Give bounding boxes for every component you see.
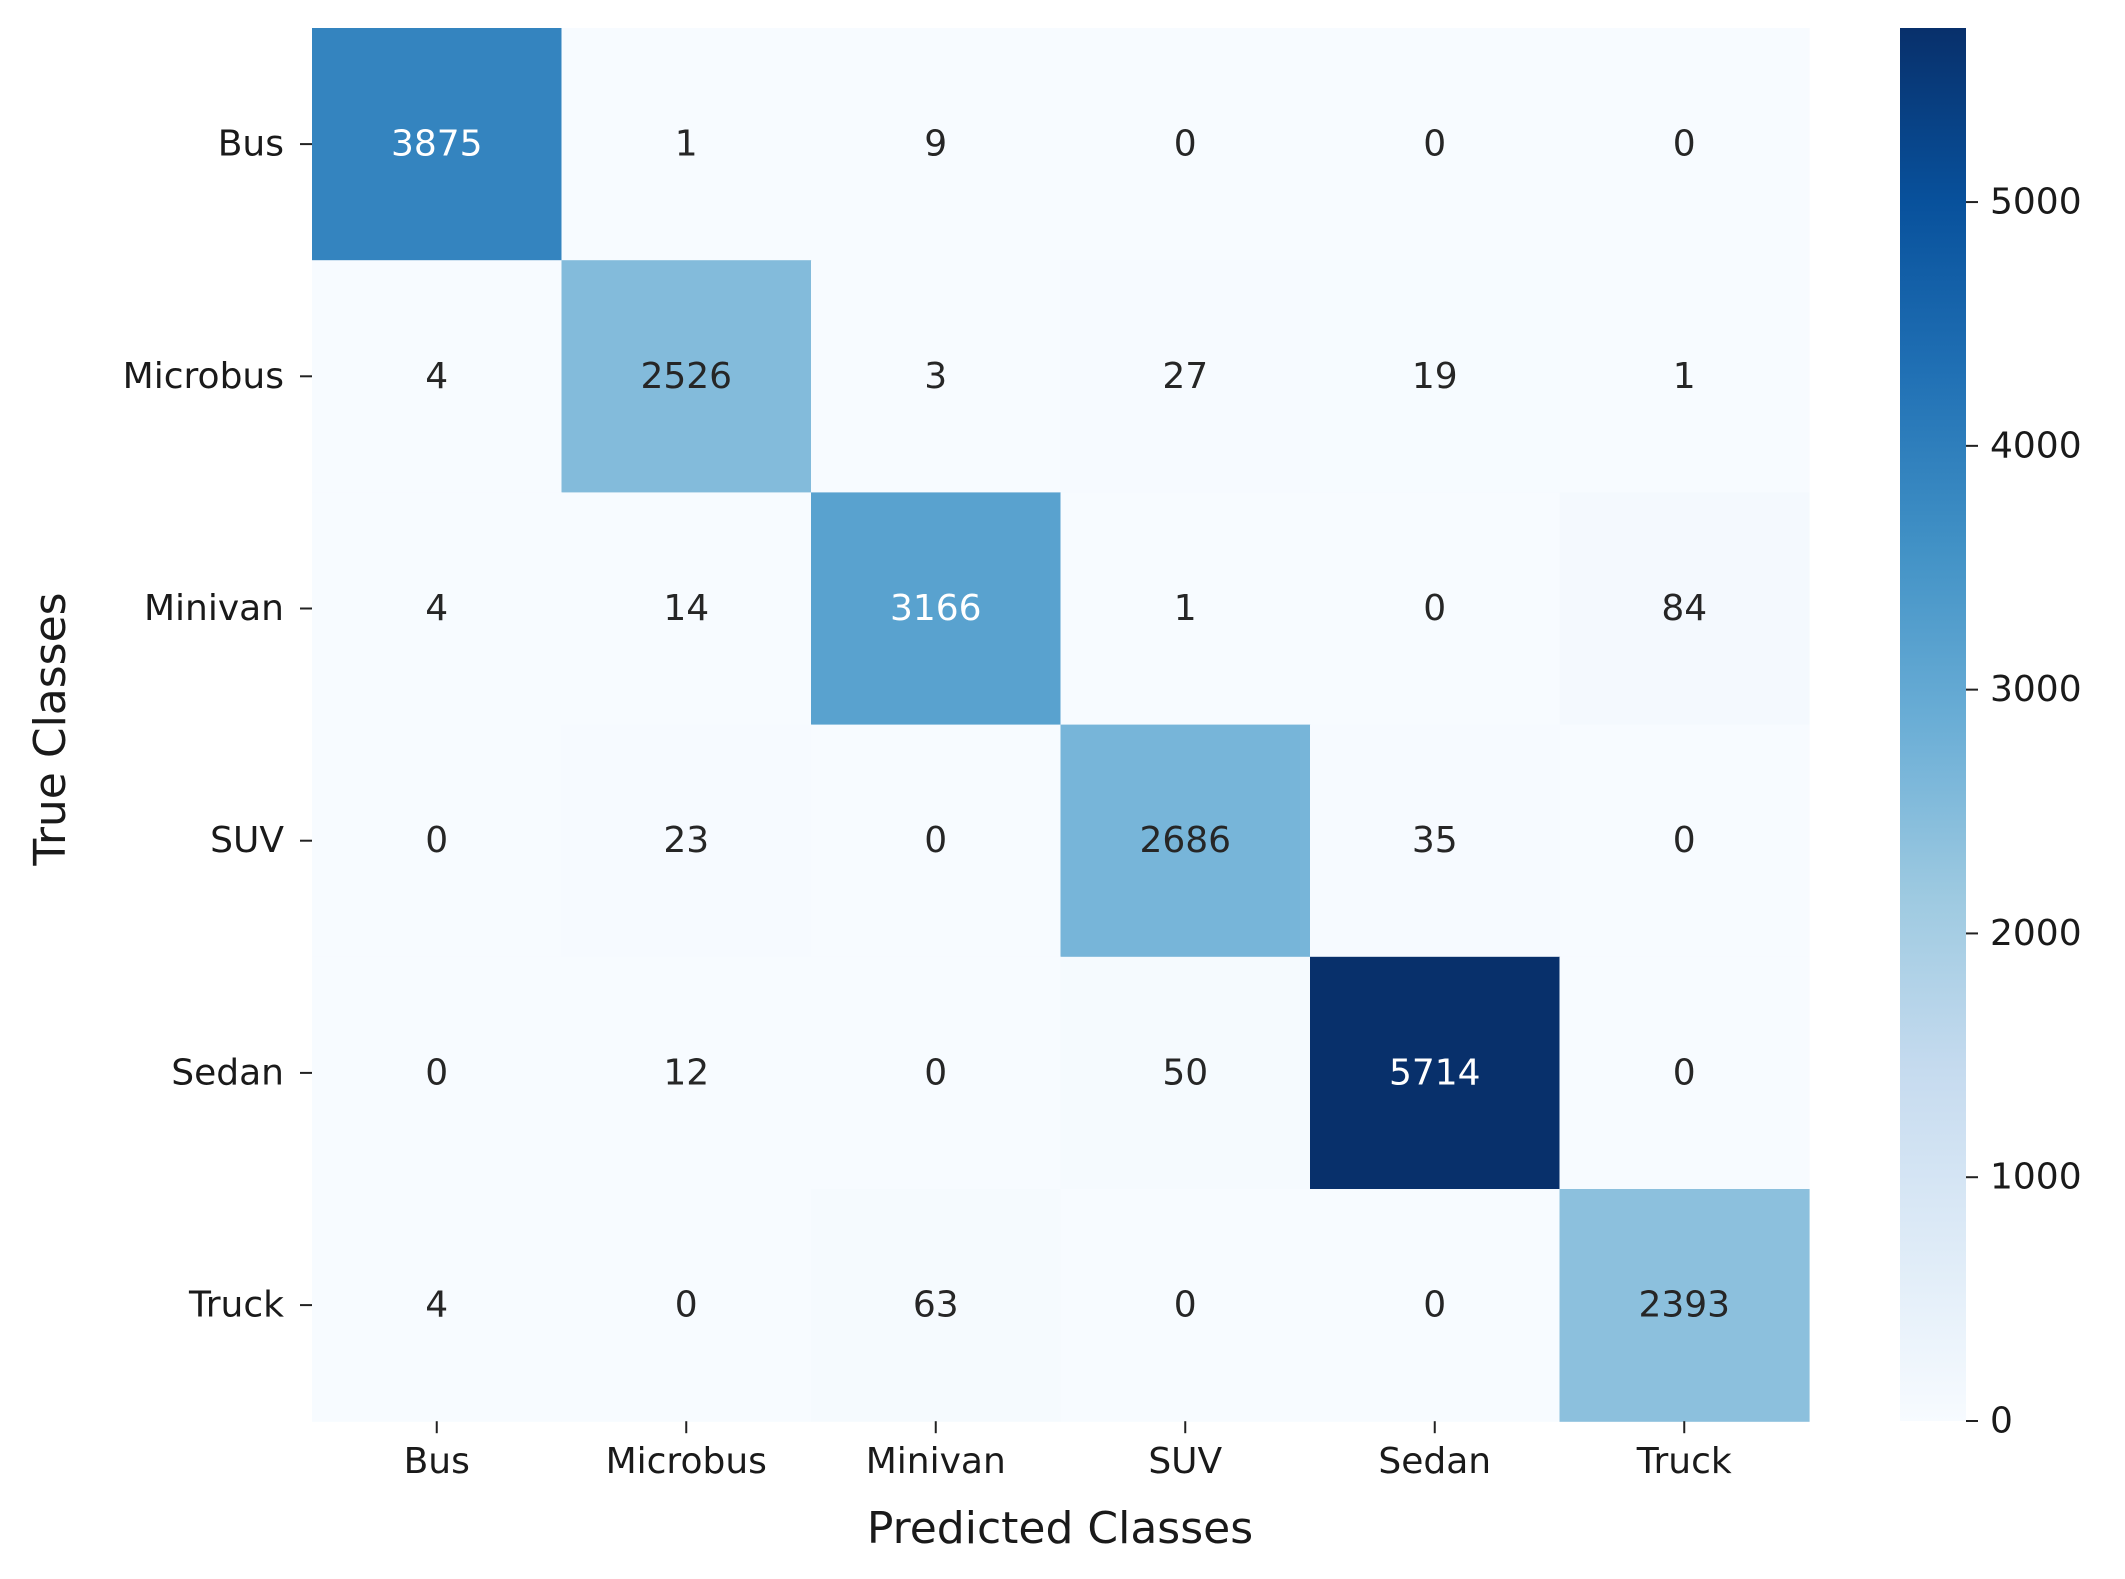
heatmap-cell: [811, 28, 1062, 261]
cell-value-label: 5714: [1389, 1052, 1481, 1093]
heatmap-cell: [1559, 28, 1810, 261]
colorbar-tick-label: 3000: [1990, 669, 2082, 710]
colorbar-tick-label: 2000: [1990, 913, 2082, 954]
cell-value-label: 0: [425, 820, 448, 861]
heatmap-cell: [811, 260, 1062, 493]
heatmap-cell: [1060, 1189, 1311, 1422]
heatmap-cell: [1060, 492, 1311, 726]
heatmap-cell: [1310, 956, 1561, 1190]
heatmap-cell: [811, 1189, 1062, 1422]
cell-value-label: 19: [1412, 356, 1458, 397]
heatmap-cell: [561, 28, 812, 261]
heatmap-cell: [1310, 28, 1561, 261]
colorbar-gradient: [1900, 28, 1966, 1421]
cell-value-label: 3: [924, 356, 947, 397]
cell-value-label: 1: [1174, 588, 1197, 629]
heatmap-cell: [811, 956, 1062, 1190]
cell-value-label: 2686: [1139, 820, 1231, 861]
colorbar: 0 1000 2000 3000 4000 5000: [1900, 28, 2082, 1442]
y-tick-label: Truck: [188, 1285, 284, 1326]
heatmap-cell: [312, 492, 563, 726]
heatmap-cell: [561, 724, 812, 958]
cell-value-label: 4: [425, 356, 448, 397]
heatmap-cells: [312, 28, 1810, 1422]
cell-value-label: 14: [663, 588, 709, 629]
heatmap-cell: [1559, 1189, 1810, 1422]
heatmap-cell: [561, 1189, 812, 1422]
cell-value-label: 4: [425, 1285, 448, 1326]
heatmap-cell: [312, 724, 563, 958]
heatmap-cell: [811, 492, 1062, 726]
heatmap-cell: [561, 260, 812, 493]
heatmap-cell: [312, 28, 563, 261]
y-tick-label: Bus: [218, 124, 284, 165]
x-axis-title: Predicted Classes: [867, 1503, 1253, 1554]
cell-value-label: 0: [1673, 124, 1696, 165]
cell-value-label: 0: [675, 1285, 698, 1326]
heatmap-cell: [811, 724, 1062, 958]
heatmap-cell: [561, 492, 812, 726]
x-tick-label: SUV: [1148, 1441, 1222, 1482]
y-tick-label: SUV: [210, 820, 284, 861]
heatmap-cell: [1310, 260, 1561, 493]
heatmap-cell: [1559, 956, 1810, 1190]
x-tick-label: Bus: [404, 1441, 470, 1482]
cell-value-label: 0: [1673, 820, 1696, 861]
cell-value-label: 35: [1412, 820, 1458, 861]
y-tick-label: Minivan: [144, 588, 284, 629]
colorbar-tick-label: 0: [1990, 1401, 2013, 1442]
cell-value-label: 50: [1162, 1052, 1208, 1093]
cell-value-label: 4: [425, 588, 448, 629]
heatmap-cell: [1559, 492, 1810, 726]
cell-value-label: 1: [675, 124, 698, 165]
heatmap-cell: [1310, 492, 1561, 726]
cell-value-label: 1: [1673, 356, 1696, 397]
cell-value-label: 84: [1661, 588, 1707, 629]
cell-value-label: 0: [1423, 124, 1446, 165]
x-axis: Bus Microbus Minivan SUV Sedan Truck: [404, 1421, 1732, 1482]
cell-value-label: 0: [924, 820, 947, 861]
heatmap-cell: [1060, 724, 1311, 958]
heatmap-cell: [561, 956, 812, 1190]
cell-value-label: 12: [663, 1052, 709, 1093]
heatmap-cell: [1060, 956, 1311, 1190]
colorbar-tick-label: 1000: [1990, 1157, 2082, 1198]
heatmap-cell: [1060, 28, 1311, 261]
cell-value-label: 0: [425, 1052, 448, 1093]
x-tick-label: Truck: [1636, 1441, 1732, 1482]
x-tick-label: Microbus: [606, 1441, 767, 1482]
cell-value-label: 0: [1174, 1285, 1197, 1326]
y-tick-label: Microbus: [123, 356, 284, 397]
heatmap-cell: [1559, 724, 1810, 958]
cell-value-label: 3875: [391, 124, 483, 165]
cell-value-label: 27: [1162, 356, 1208, 397]
colorbar-tick-label: 4000: [1990, 425, 2082, 466]
cell-value-label: 2526: [640, 356, 732, 397]
cell-value-label: 23: [663, 820, 709, 861]
cell-value-label: 0: [1673, 1052, 1696, 1093]
y-tick-label: Sedan: [171, 1052, 284, 1093]
heatmap-cell: [312, 1189, 563, 1422]
cell-value-label: 0: [1174, 124, 1197, 165]
x-tick-label: Minivan: [866, 1441, 1006, 1482]
colorbar-tick-label: 5000: [1990, 182, 2082, 223]
x-tick-label: Sedan: [1378, 1441, 1491, 1482]
cell-value-label: 3166: [890, 588, 982, 629]
cell-value-label: 0: [1423, 588, 1446, 629]
cell-value-label: 0: [1423, 1285, 1446, 1326]
heatmap-cell: [1310, 724, 1561, 958]
heatmap-cell: [312, 260, 563, 493]
heatmap-cell: [1060, 260, 1311, 493]
heatmap-cell: [312, 956, 563, 1190]
cell-value-label: 0: [924, 1052, 947, 1093]
heatmap-cell: [1559, 260, 1810, 493]
y-axis-title: True Classes: [25, 592, 76, 866]
cell-value-label: 9: [924, 124, 947, 165]
heatmap-cell: [1310, 1189, 1561, 1422]
cell-value-label: 2393: [1638, 1285, 1730, 1326]
heatmap-cell-labels: 3875 1 9 0 0 04 2526 3 27 19 14 14 3166 1 0 840 23 0 2686 3…: [391, 124, 1730, 1326]
y-axis: Bus Microbus Minivan SUV Sedan Truck: [123, 124, 312, 1326]
cell-value-label: 63: [913, 1285, 959, 1326]
